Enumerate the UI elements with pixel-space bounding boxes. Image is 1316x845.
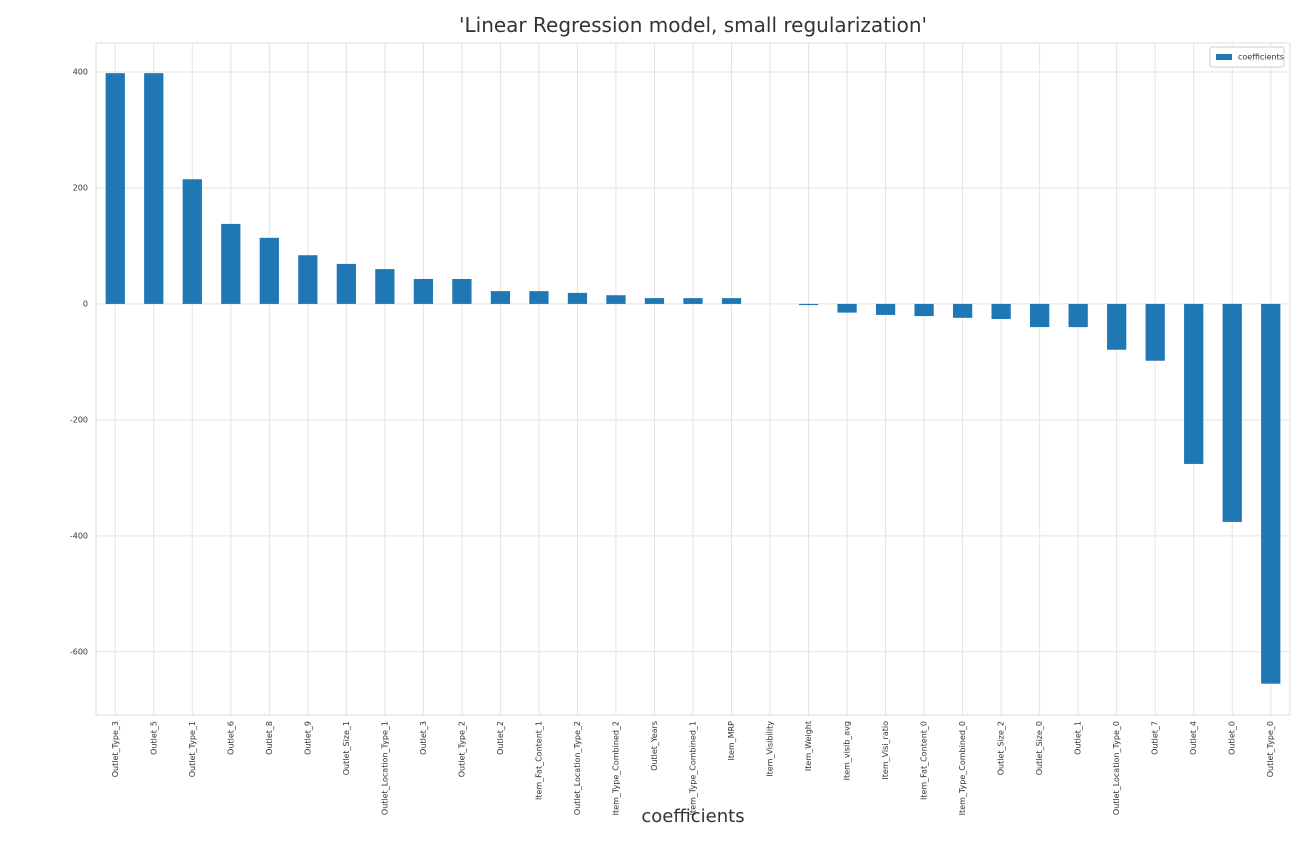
bar <box>644 298 665 304</box>
bar <box>490 291 511 304</box>
bar <box>221 223 241 304</box>
x-axis-label: coefficients <box>641 806 744 827</box>
x-tick-label: Outlet_3 <box>419 721 428 755</box>
bar <box>1261 303 1281 684</box>
x-tick-label: Item_visib_avg <box>843 721 852 780</box>
x-tick-label: Outlet_Size_1 <box>342 721 351 775</box>
bar <box>259 237 279 304</box>
x-tick-label: Outlet_9 <box>303 721 312 755</box>
x-tick-label: Outlet_Type_0 <box>1266 721 1275 777</box>
bar <box>105 73 125 304</box>
y-tick-label: -600 <box>70 647 88 656</box>
x-tick-label: Item_Fat_Content_0 <box>920 721 929 800</box>
y-tick-label: 200 <box>73 183 88 192</box>
bar <box>683 298 703 304</box>
bar <box>952 303 973 318</box>
x-tick-label: Outlet_Size_2 <box>997 721 1006 775</box>
x-tick-label: Outlet_Location_Type_0 <box>1112 721 1121 815</box>
x-tick-label: Outlet_Location_Type_2 <box>573 721 582 815</box>
bar <box>144 73 164 304</box>
x-tick-label: Item_Type_Combined_1 <box>689 721 698 815</box>
x-tick-label: Outlet_5 <box>149 721 158 755</box>
bar <box>1030 303 1050 328</box>
x-tick-label: Item_Type_Combined_2 <box>611 721 620 815</box>
x-tick-label: Outlet_Location_Type_1 <box>380 721 389 815</box>
x-tick-label: Item_Visi_ratio <box>881 721 890 780</box>
x-tick-label: Outlet_0 <box>1228 721 1237 755</box>
x-tick-label: Outlet_2 <box>496 721 505 755</box>
x-tick-label: Outlet_4 <box>1189 721 1198 755</box>
bar <box>529 291 549 304</box>
bar <box>721 298 742 304</box>
bar <box>1107 303 1127 350</box>
legend-label: coefficients <box>1238 53 1284 62</box>
x-tick-label: Outlet_Type_2 <box>457 721 466 777</box>
x-tick-label: Outlet_Years <box>650 721 659 771</box>
y-tick-label: -400 <box>70 531 88 540</box>
bar <box>1068 303 1088 328</box>
bar <box>413 278 434 304</box>
bar <box>991 303 1011 319</box>
x-tick-label: Outlet_7 <box>1151 721 1160 755</box>
bar <box>914 303 934 317</box>
x-tick-label: Item_Weight <box>804 721 813 771</box>
legend-swatch <box>1216 54 1232 60</box>
x-tick-label: Item_Fat_Content_1 <box>534 721 543 800</box>
y-tick-label: -200 <box>70 415 88 424</box>
x-tick-label: Item_Visibility <box>766 721 775 777</box>
y-tick-label: 400 <box>73 67 88 76</box>
bar <box>875 303 896 315</box>
x-tick-label: Outlet_8 <box>265 721 274 755</box>
x-tick-label: Item_Type_Combined_0 <box>958 721 967 815</box>
bar <box>1222 303 1242 522</box>
bar <box>1184 303 1204 464</box>
bar <box>298 255 318 304</box>
y-tick-label: 0 <box>83 299 88 308</box>
x-tick-label: Outlet_1 <box>1074 721 1083 755</box>
bar <box>375 269 395 304</box>
chart-title: 'Linear Regression model, small regulari… <box>459 13 927 37</box>
bar <box>182 179 202 304</box>
bar <box>567 292 588 304</box>
bar <box>606 295 626 304</box>
x-tick-label: Item_MRP <box>727 721 736 761</box>
bar <box>1145 303 1165 361</box>
bar <box>336 263 356 304</box>
legend-box <box>1209 46 1285 68</box>
x-tick-label: Outlet_6 <box>226 721 235 755</box>
x-tick-label: Outlet_Type_3 <box>111 721 120 777</box>
x-tick-label: Outlet_Size_0 <box>1035 721 1044 775</box>
bar <box>452 278 472 304</box>
x-tick-label: Outlet_Type_1 <box>188 721 197 777</box>
bar <box>798 303 819 306</box>
bar <box>837 303 857 313</box>
